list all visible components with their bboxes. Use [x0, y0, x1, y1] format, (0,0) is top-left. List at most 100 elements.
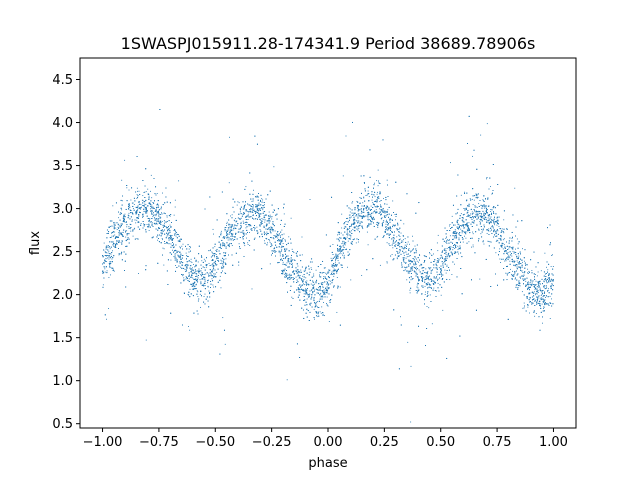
chart-title: 1SWASPJ015911.28-174341.9 Period 38689.7… — [121, 34, 536, 53]
scatter-point — [336, 257, 338, 259]
scatter-point — [271, 228, 273, 230]
scatter-point — [496, 217, 498, 219]
scatter-point — [528, 284, 529, 286]
scatter-point — [406, 279, 408, 281]
scatter-point — [436, 242, 438, 244]
scatter-point — [245, 186, 247, 188]
scatter-point — [170, 259, 172, 261]
scatter-point — [143, 210, 145, 212]
scatter-point — [298, 277, 300, 279]
scatter-point — [273, 238, 275, 240]
scatter-point — [361, 274, 363, 276]
scatter-point — [402, 241, 404, 243]
scatter-point — [396, 236, 398, 238]
scatter-point — [497, 240, 499, 242]
scatter-point — [118, 224, 120, 226]
scatter-point — [224, 244, 226, 246]
scatter-point — [431, 280, 433, 282]
scatter-point — [114, 222, 116, 224]
scatter-point — [213, 286, 215, 288]
scatter-point — [326, 281, 328, 283]
scatter-point — [210, 275, 212, 277]
scatter-point — [231, 238, 233, 239]
scatter-point — [324, 267, 326, 269]
scatter-point — [460, 228, 462, 230]
scatter-point — [496, 224, 498, 226]
scatter-point — [423, 277, 425, 279]
scatter-point — [335, 270, 337, 272]
scatter-point — [229, 239, 231, 241]
scatter-point — [377, 235, 379, 237]
scatter-point — [212, 253, 214, 255]
scatter-point — [353, 220, 355, 222]
scatter-point — [230, 229, 232, 231]
scatter-point — [105, 245, 107, 247]
scatter-point — [107, 252, 109, 254]
scatter-point — [261, 218, 263, 219]
scatter-point — [189, 288, 191, 290]
scatter-point — [536, 304, 538, 305]
scatter-point — [535, 313, 537, 315]
scatter-point — [263, 231, 265, 233]
scatter-point — [207, 282, 209, 284]
scatter-point — [118, 254, 120, 256]
scatter-point — [273, 209, 275, 211]
scatter-point — [264, 221, 266, 223]
scatter-point — [322, 286, 324, 288]
scatter-point — [486, 178, 487, 180]
scatter-point — [119, 226, 121, 228]
scatter-point — [544, 273, 546, 275]
scatter-point — [240, 217, 242, 219]
scatter-point — [366, 194, 368, 196]
scatter-point — [128, 189, 130, 191]
scatter-point — [208, 262, 210, 264]
scatter-point — [121, 200, 123, 202]
scatter-point — [415, 266, 417, 268]
scatter-point — [374, 210, 376, 212]
scatter-point — [281, 229, 283, 231]
scatter-point — [516, 238, 518, 240]
scatter-point — [273, 235, 275, 236]
scatter-point — [194, 266, 196, 268]
scatter-point — [119, 241, 121, 243]
scatter-point — [103, 266, 105, 268]
scatter-point — [315, 305, 317, 307]
scatter-point — [263, 240, 265, 242]
scatter-point — [190, 269, 192, 270]
scatter-point — [216, 271, 218, 273]
scatter-point — [215, 264, 217, 266]
scatter-point — [138, 273, 139, 274]
scatter-point — [116, 229, 118, 230]
scatter-point — [370, 214, 372, 216]
scatter-point — [544, 299, 546, 301]
scatter-point — [249, 216, 251, 218]
scatter-point — [144, 203, 146, 205]
scatter-point — [390, 228, 392, 230]
scatter-point — [345, 135, 347, 137]
scatter-point — [179, 261, 181, 263]
scatter-point — [222, 237, 224, 239]
scatter-point — [303, 290, 305, 292]
scatter-point — [136, 211, 138, 213]
scatter-point — [493, 221, 495, 223]
scatter-point — [331, 273, 333, 275]
scatter-point — [201, 260, 203, 262]
scatter-point — [326, 292, 328, 294]
scatter-point — [236, 220, 238, 222]
scatter-point — [136, 219, 138, 221]
scatter-point — [437, 234, 439, 236]
scatter-point — [383, 215, 385, 217]
scatter-point — [222, 260, 224, 262]
scatter-point — [482, 229, 484, 231]
scatter-point — [430, 267, 432, 269]
scatter-point — [437, 282, 439, 284]
scatter-point — [323, 276, 325, 278]
scatter-point — [500, 236, 502, 238]
scatter-point — [531, 270, 533, 272]
scatter-point — [125, 230, 127, 232]
scatter-point — [488, 222, 490, 224]
scatter-point — [172, 249, 173, 251]
scatter-point — [153, 214, 154, 216]
scatter-point — [462, 241, 464, 243]
scatter-point — [225, 262, 226, 264]
